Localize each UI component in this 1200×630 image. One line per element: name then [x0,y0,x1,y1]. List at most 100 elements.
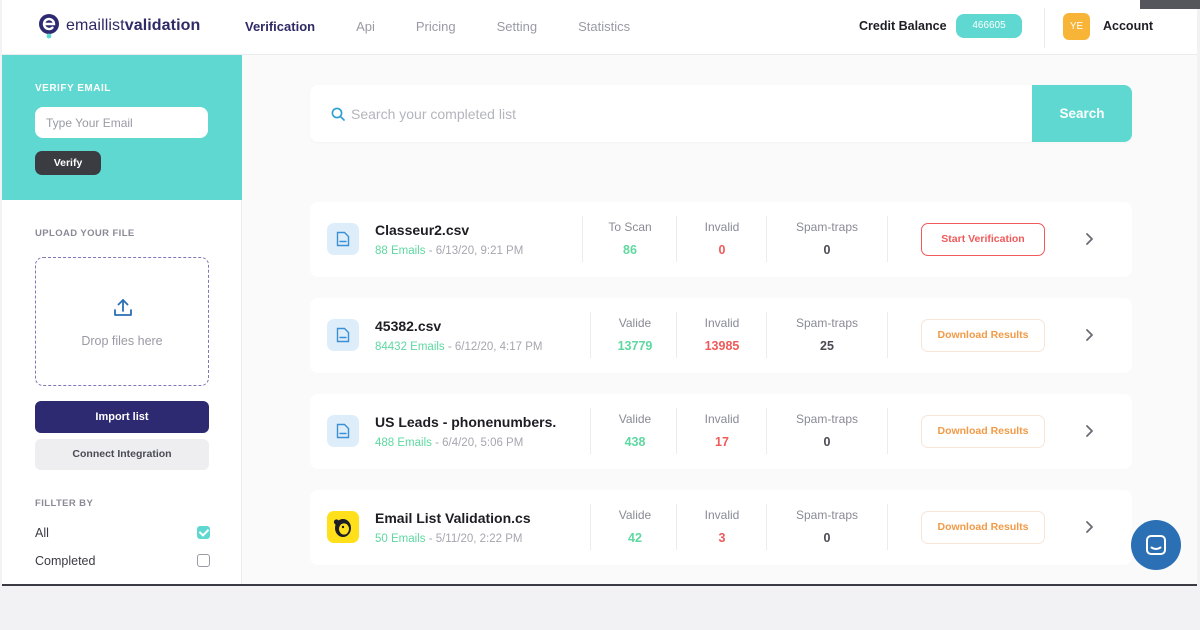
window-corner-tab [1140,0,1200,9]
download-results-button[interactable]: Download Results [921,415,1045,448]
stat-value: 17 [715,435,729,449]
divider [590,504,591,550]
divider [676,216,677,262]
search-bar: Search [310,85,1132,142]
stat-valide: Valide 438 [590,412,680,449]
divider [590,312,591,358]
chevron-right-icon[interactable] [1084,232,1094,246]
file-name: US Leads - phonenumbers. [375,414,557,430]
filter-all[interactable]: All [35,525,210,543]
file-meta: 488 Emails - 6/4/20, 5:06 PM [375,437,523,449]
stat-value: 13779 [617,339,653,353]
stat-value: 0 [823,435,831,449]
header-divider [1044,8,1045,48]
email-count: 50 Emails [375,533,426,545]
filter-label: All [35,526,49,540]
app-window: emaillistvalidation Verification Api Pri… [2,0,1197,586]
search-icon [331,107,345,121]
stat-valide: Valide 13779 [590,316,680,353]
divider [582,216,583,262]
divider [676,504,677,550]
file-meta: 84432 Emails - 6/12/20, 4:17 PM [375,341,543,353]
nav-statistics[interactable]: Statistics [578,19,631,34]
divider [766,504,767,550]
filter-checkbox[interactable] [197,554,210,567]
chat-launcher-icon[interactable] [1131,520,1181,570]
search-input[interactable] [351,101,1001,127]
stat-label: Invalid [704,220,740,234]
chevron-right-icon[interactable] [1084,520,1094,534]
chevron-right-icon[interactable] [1084,424,1094,438]
stat-valide: Valide 42 [590,508,680,545]
file-card[interactable]: Classeur2.csv 88 Emails - 6/13/20, 9:21 … [310,202,1132,277]
upload-icon [111,296,135,320]
file-name: Classeur2.csv [375,222,470,238]
logo-text: emaillistvalidation [66,17,200,35]
stat-value: 86 [623,243,637,257]
stat-invalid: Invalid 0 [677,220,767,257]
filter-completed[interactable]: Completed [35,553,210,571]
stat-label: Spam-traps [795,220,859,234]
stat-label: Spam-traps [795,508,859,522]
divider [887,504,888,550]
mailchimp-icon [327,511,359,543]
sidebar: VERIFY EMAIL Verify UPLOAD YOUR FILE Dro… [2,55,242,584]
email-count: 488 Emails [375,437,432,449]
nav-verification[interactable]: Verification [245,19,316,34]
stat-spam-traps: Spam-traps 25 [782,316,872,353]
file-meta: 88 Emails - 6/13/20, 9:21 PM [375,245,523,257]
divider [766,408,767,454]
file-name: 45382.csv [375,318,442,334]
divider [766,312,767,358]
nav-setting[interactable]: Setting [496,19,538,34]
stat-to-scan: To Scan 86 [585,220,675,257]
file-date: - 6/13/20, 9:21 PM [425,245,524,257]
filter-title: FILLTER BY [35,498,94,509]
verify-email-panel: VERIFY EMAIL Verify [2,55,242,200]
logo[interactable]: emaillistvalidation [38,13,200,39]
chevron-right-icon[interactable] [1084,328,1094,342]
avatar[interactable]: YE [1063,13,1090,40]
divider [590,408,591,454]
stat-label: Valide [618,508,652,522]
file-date: - 5/11/20, 2:22 PM [425,533,523,545]
file-card[interactable]: Email List Validation.cs 50 Emails - 5/1… [310,490,1132,565]
start-verification-button[interactable]: Start Verification [921,223,1045,256]
verify-button[interactable]: Verify [35,151,101,175]
stat-label: Valide [618,412,652,426]
stat-value: 0 [823,243,831,257]
stat-value: 42 [628,531,642,545]
download-results-button[interactable]: Download Results [921,319,1045,352]
connect-integration-button[interactable]: Connect Integration [35,439,209,470]
file-dropzone[interactable]: Drop files here [35,257,209,386]
divider [766,216,767,262]
filter-label: Completed [35,554,96,568]
stat-invalid: Invalid 17 [677,412,767,449]
stat-value: 3 [718,531,726,545]
stat-value: 25 [820,339,834,353]
search-button[interactable]: Search [1032,85,1132,142]
account-link[interactable]: Account [1103,19,1153,33]
drop-files-text: Drop files here [81,334,163,348]
stat-value: 0 [823,531,831,545]
filter-checkbox[interactable] [197,526,210,539]
logo-text-prefix: emaillist [66,17,125,34]
nav-pricing[interactable]: Pricing [415,19,456,34]
top-header: emaillistvalidation Verification Api Pri… [2,0,1197,55]
stat-invalid: Invalid 13985 [677,316,767,353]
divider [676,408,677,454]
import-list-button[interactable]: Import list [35,401,209,433]
main-nav: Verification Api Pricing Setting Statist… [245,19,671,34]
email-count: 88 Emails [375,245,426,257]
stat-label: Invalid [704,508,740,522]
stat-label: Spam-traps [795,412,859,426]
file-card[interactable]: 45382.csv 84432 Emails - 6/12/20, 4:17 P… [310,298,1132,373]
stat-invalid: Invalid 3 [677,508,767,545]
file-icon [327,319,359,351]
email-count: 84432 Emails [375,341,445,353]
file-card[interactable]: US Leads - phonenumbers. 488 Emails - 6/… [310,394,1132,469]
logo-icon [38,13,62,39]
download-results-button[interactable]: Download Results [921,511,1045,544]
nav-api[interactable]: Api [356,19,375,34]
email-field[interactable] [35,107,208,138]
